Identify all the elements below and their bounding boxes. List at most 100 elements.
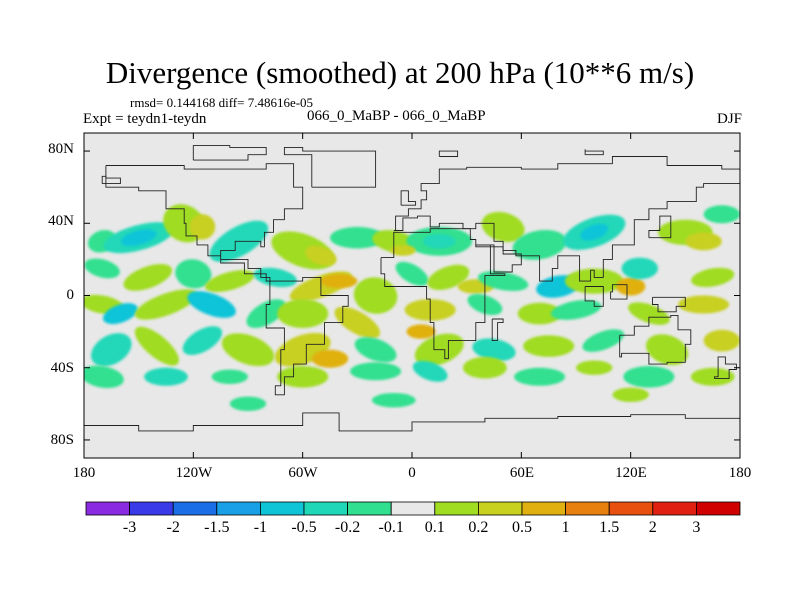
colorbar-swatch — [259, 501, 305, 516]
divergence-blob — [134, 326, 179, 366]
lat-label-0: 0 — [66, 287, 75, 303]
coastline — [192, 145, 267, 161]
coastline — [105, 163, 304, 282]
coastline — [475, 244, 522, 273]
coastline — [283, 146, 377, 188]
divergence-blob — [523, 335, 575, 357]
coastline — [438, 150, 459, 157]
colorbar-label: -1 — [253, 519, 268, 536]
lon-label-60e: 60E — [509, 465, 535, 481]
coastline — [584, 149, 604, 156]
colorbar-swatch — [216, 501, 261, 516]
lon-label-120w: 120W — [175, 465, 213, 481]
season-label: DJF — [716, 111, 742, 127]
divergence-blob — [616, 277, 646, 296]
colorbar-swatch — [608, 501, 654, 516]
divergence-blob — [580, 223, 609, 241]
divergence-blob — [412, 360, 448, 382]
coastline — [400, 190, 417, 206]
colorbar-swatch — [172, 501, 218, 516]
divergence-blob — [350, 362, 402, 381]
divergence-blob — [691, 267, 735, 288]
divergence-blob — [463, 356, 507, 379]
experiment-label: Expt = teydn1-teydn — [83, 111, 207, 127]
divergence-blob — [406, 324, 436, 339]
divergence-blob — [91, 333, 132, 367]
lon-label-60w: 60W — [288, 465, 318, 481]
divergence-blob — [277, 366, 329, 388]
divergence-blob — [481, 211, 525, 242]
divergence-blob — [621, 257, 658, 280]
coastline — [101, 175, 121, 185]
coastline — [648, 215, 672, 239]
colorbar-label: 1.5 — [599, 519, 620, 536]
divergence-blob — [390, 245, 416, 256]
runs-label: 066_0_MaBP - 066_0_MaBP — [307, 108, 486, 124]
colorbar-swatch — [521, 501, 566, 516]
divergence-blob — [134, 289, 198, 320]
colorbar — [85, 501, 741, 516]
divergence-blob — [330, 226, 385, 249]
stats-line: rmsd= 0.144168 diff= 7.48616e-05 — [130, 95, 314, 110]
divergence-blob — [422, 234, 456, 249]
divergence-blob — [103, 303, 138, 325]
divergence-blob — [144, 367, 188, 386]
colorbar-swatch — [477, 501, 523, 516]
divergence-blob — [703, 329, 740, 352]
divergence-blob — [517, 302, 562, 325]
divergence-blob — [277, 299, 329, 328]
divergence-blob — [187, 291, 236, 318]
colorbar-swatch — [696, 501, 741, 516]
coastline — [619, 314, 692, 365]
divergence-blob — [395, 261, 429, 286]
divergence-blob — [334, 306, 381, 339]
lat-label-80n: 80N — [48, 141, 74, 157]
divergence-blob — [703, 205, 740, 224]
colorbar-label: -2 — [166, 519, 180, 536]
colorbar-label: 0.1 — [424, 519, 445, 536]
colorbar-label: 3 — [692, 519, 701, 536]
colorbar-label: -3 — [122, 519, 137, 536]
divergence-field — [84, 145, 740, 432]
colorbar-label: 0.5 — [512, 519, 532, 536]
colorbar-swatch — [565, 501, 610, 516]
colorbar-label: -1.5 — [204, 519, 230, 536]
divergence-blob — [678, 295, 730, 314]
divergence-blob — [189, 214, 216, 240]
colorbar-label: 1 — [561, 519, 570, 536]
coastline — [652, 296, 686, 313]
divergence-blob — [628, 302, 670, 325]
divergence-blob — [623, 366, 675, 388]
divergence-blob — [582, 329, 625, 352]
divergence-blob — [229, 396, 267, 411]
lon-label-0: 0 — [408, 465, 416, 481]
colorbar-swatch — [303, 501, 348, 516]
colorbar-swatch — [347, 501, 392, 516]
divergence-blob — [182, 326, 223, 356]
axis-ticks — [83, 133, 741, 458]
divergence-blob — [253, 267, 297, 288]
coastline — [584, 286, 604, 307]
divergence-blob — [175, 259, 212, 289]
coastlines — [84, 145, 740, 432]
coastline — [714, 356, 737, 380]
divergence-blob — [371, 393, 416, 408]
divergence-blob — [645, 334, 689, 366]
divergence-blob — [514, 367, 566, 386]
divergence-blob — [123, 264, 173, 291]
colorbar-label: -0.5 — [291, 519, 317, 536]
divergence-blob — [576, 360, 613, 375]
lat-label-40s: 40S — [50, 360, 74, 376]
colorbar-swatch — [434, 501, 479, 516]
divergence-blob — [354, 337, 397, 363]
colorbar-label: -0.1 — [378, 519, 404, 536]
coastline — [491, 318, 504, 342]
divergence-blob — [427, 264, 470, 291]
divergence-blob — [311, 349, 349, 368]
divergence-blob — [550, 299, 602, 320]
divergence-blob — [205, 270, 255, 293]
divergence-blob — [612, 387, 649, 402]
lon-label-120e: 120E — [615, 465, 647, 481]
divergence-blob — [305, 245, 337, 266]
coastline — [380, 228, 506, 360]
